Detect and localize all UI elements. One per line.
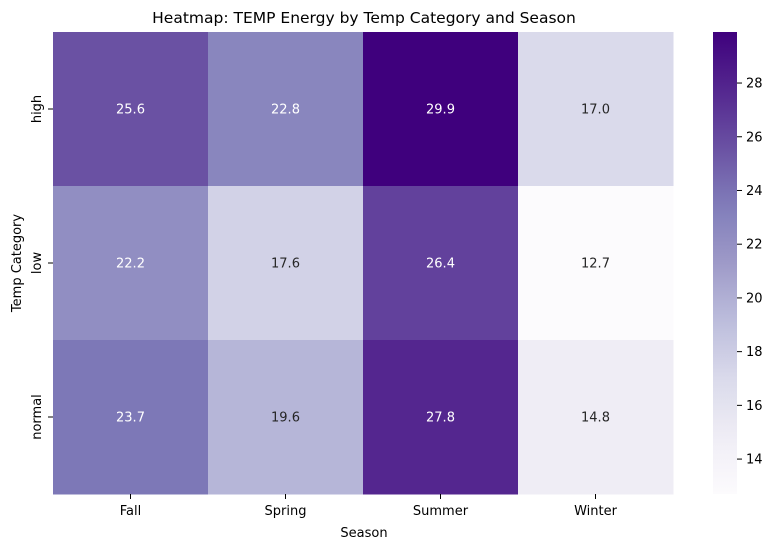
- x-tick-label: Spring: [265, 504, 307, 519]
- heatmap-cell-labels: 25.6 22.8 29.9 17.0 22.2 17.6 26.4 12.7 23.7 19.6…: [116, 103, 610, 426]
- heatmap-cell: [208, 186, 364, 341]
- heatmap-cell-label: 17.0: [581, 103, 610, 118]
- heatmap-cell-label: 27.8: [426, 411, 455, 426]
- heatmap-cell: [518, 340, 674, 495]
- heatmap-cell: [53, 186, 209, 341]
- x-tick-label: Fall: [120, 504, 141, 519]
- y-tick-label: high: [30, 95, 45, 123]
- colorbar-tick-label: 16: [746, 399, 763, 414]
- heatmap-cell: [208, 32, 364, 187]
- heatmap-cell: [363, 186, 519, 341]
- colorbar-tick-label: 28: [746, 77, 763, 92]
- heatmap-cell-label: 12.7: [581, 257, 610, 272]
- colorbar-tick-label: 20: [746, 291, 763, 306]
- heatmap-cell: [208, 340, 364, 495]
- heatmap-cell: [518, 186, 674, 341]
- x-tick-label: Summer: [413, 504, 469, 519]
- y-tick-label: normal: [30, 394, 45, 440]
- colorbar-tick-label: 24: [746, 184, 763, 199]
- colorbar: [713, 32, 737, 494]
- heatmap-cell-label: 14.8: [581, 411, 610, 426]
- x-tick-label: Winter: [574, 504, 618, 519]
- y-tick-label: low: [30, 252, 45, 275]
- heatmap-cell: [363, 340, 519, 495]
- colorbar-tick-label: 18: [746, 345, 763, 360]
- colorbar-tick-label: 22: [746, 238, 763, 253]
- colorbar-tick-label: 14: [746, 453, 763, 468]
- heatmap-cell-label: 19.6: [271, 411, 300, 426]
- heatmap-cell-label: 29.9: [426, 103, 455, 118]
- x-axis-label: Season: [340, 526, 387, 541]
- x-axis-ticks: Fall Spring Summer Winter: [120, 494, 618, 519]
- heatmap-cell: [53, 32, 209, 187]
- heatmap-cell: [53, 340, 209, 495]
- heatmap-cells: [53, 32, 674, 495]
- heatmap-cell-label: 17.6: [271, 257, 300, 272]
- chart-title: Heatmap: TEMP Energy by Temp Category an…: [152, 9, 576, 27]
- heatmap-cell-label: 26.4: [426, 257, 455, 272]
- heatmap-cell-label: 22.8: [271, 103, 300, 118]
- heatmap-cell-label: 23.7: [116, 411, 145, 426]
- y-axis-ticks: high low normal: [30, 95, 53, 440]
- y-axis-label: Temp Category: [10, 214, 25, 313]
- heatmap-cell-label: 25.6: [116, 103, 145, 118]
- heatmap-cell: [363, 32, 519, 187]
- heatmap-cell: [518, 32, 674, 187]
- colorbar-ticks: 14 16 18 20 22 24 26 28: [737, 77, 763, 468]
- colorbar-tick-label: 26: [746, 130, 763, 145]
- heatmap-cell-label: 22.2: [116, 257, 145, 272]
